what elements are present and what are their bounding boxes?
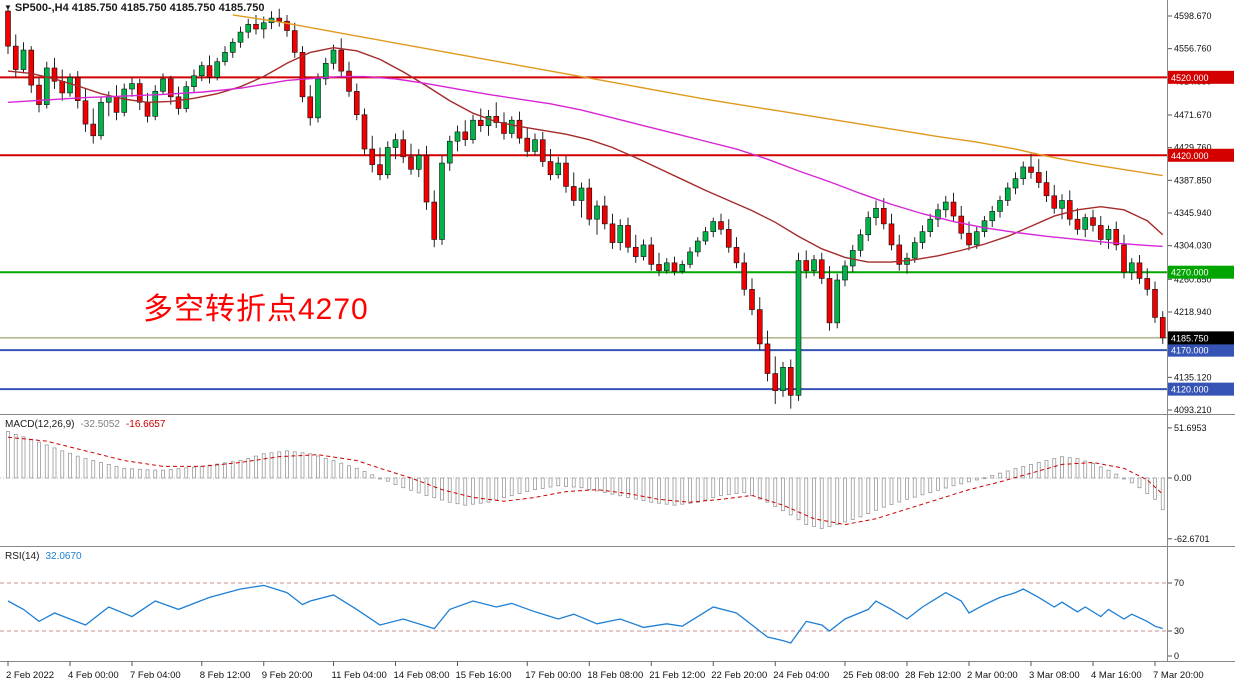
svg-text:-62.6701: -62.6701 <box>1174 534 1210 544</box>
macd-panel <box>0 431 1168 529</box>
svg-text:4093.210: 4093.210 <box>1174 405 1212 415</box>
price-level-badge: 4185.750 <box>1168 331 1234 345</box>
indicator-scales: 51.6953 0.00 -62.6701 70 30 0 <box>1168 423 1210 661</box>
svg-text:15 Feb 16:00: 15 Feb 16:00 <box>456 670 512 681</box>
panel-separators <box>0 0 1235 662</box>
svg-text:4471.670: 4471.670 <box>1174 110 1212 120</box>
svg-text:0.00: 0.00 <box>1174 473 1192 483</box>
price-level-badges: 4520.000 4420.000 4270.000 4170.000 4120.000… <box>1168 70 1234 396</box>
macd-name: MACD(12,26,9) <box>5 419 75 430</box>
price-level-badge: 4420.000 <box>1168 148 1234 162</box>
rsi-name: RSI(14) <box>5 551 40 562</box>
svg-text:70: 70 <box>1174 578 1184 588</box>
svg-text:14 Feb 08:00: 14 Feb 08:00 <box>394 670 450 681</box>
price-level-badge: 4270.000 <box>1168 265 1234 279</box>
moving-averages-layer <box>7 14 1164 263</box>
svg-text:22 Feb 20:00: 22 Feb 20:00 <box>711 670 767 681</box>
svg-text:25 Feb 08:00: 25 Feb 08:00 <box>843 670 899 681</box>
svg-text:4260.850: 4260.850 <box>1174 274 1212 284</box>
rsi-panel <box>0 582 1168 644</box>
svg-text:4387.850: 4387.850 <box>1174 175 1212 185</box>
price-level-badge: 4520.000 <box>1168 70 1234 84</box>
candles-layer <box>5 7 1166 409</box>
svg-text:4185.750: 4185.750 <box>1171 333 1209 343</box>
svg-text:2 Feb 2022: 2 Feb 2022 <box>6 670 54 681</box>
svg-text:4 Feb 00:00: 4 Feb 00:00 <box>68 670 119 681</box>
svg-text:4120.000: 4120.000 <box>1171 385 1209 395</box>
svg-text:11 Feb 04:00: 11 Feb 04:00 <box>332 670 387 681</box>
svg-text:18 Feb 08:00: 18 Feb 08:00 <box>587 670 643 681</box>
chart-title-bar: ▼ SP500-,H4 4185.750 4185.750 4185.750 41… <box>4 2 264 14</box>
svg-text:4 Mar 16:00: 4 Mar 16:00 <box>1091 670 1142 681</box>
svg-text:4345.940: 4345.940 <box>1174 208 1212 218</box>
svg-text:4218.940: 4218.940 <box>1174 307 1212 317</box>
price-level-badge: 4120.000 <box>1168 382 1234 396</box>
chart-text-annotation[interactable]: 多空转折点4270 <box>143 293 369 326</box>
price-level-badge: 4170.000 <box>1168 343 1234 357</box>
svg-text:4135.120: 4135.120 <box>1174 372 1212 382</box>
svg-text:4556.760: 4556.760 <box>1174 44 1212 54</box>
horizontal-level-lines <box>0 76 1168 391</box>
svg-text:17 Feb 00:00: 17 Feb 00:00 <box>525 670 581 681</box>
macd-value: -32.5052 <box>80 419 120 430</box>
symbol-marker-icon: ▼ <box>4 3 12 12</box>
svg-text:21 Feb 12:00: 21 Feb 12:00 <box>649 670 705 681</box>
svg-text:4429.760: 4429.760 <box>1174 143 1212 153</box>
svg-text:2 Mar 00:00: 2 Mar 00:00 <box>967 670 1018 681</box>
svg-text:30: 30 <box>1174 626 1184 636</box>
macd-indicator-label: MACD(12,26,9) -32.5052 -16.6657 <box>5 419 165 430</box>
svg-text:4598.670: 4598.670 <box>1174 11 1212 21</box>
svg-text:4170.000: 4170.000 <box>1171 346 1209 356</box>
svg-text:24 Feb 04:00: 24 Feb 04:00 <box>773 670 829 681</box>
svg-text:3 Mar 08:00: 3 Mar 08:00 <box>1029 670 1080 681</box>
macd-signal-value: -16.6657 <box>125 419 166 430</box>
svg-text:7 Mar 20:00: 7 Mar 20:00 <box>1153 670 1204 681</box>
svg-text:51.6953: 51.6953 <box>1174 423 1207 433</box>
svg-text:9 Feb 20:00: 9 Feb 20:00 <box>262 670 313 681</box>
svg-text:4270.000: 4270.000 <box>1171 268 1209 278</box>
svg-text:28 Feb 12:00: 28 Feb 12:00 <box>905 670 961 681</box>
svg-text:7 Feb 04:00: 7 Feb 04:00 <box>130 670 181 681</box>
svg-text:0: 0 <box>1174 651 1179 661</box>
rsi-indicator-label: RSI(14) 32.0670 <box>5 551 82 562</box>
svg-text:4304.030: 4304.030 <box>1174 241 1212 251</box>
rsi-value: 32.0670 <box>45 551 82 562</box>
time-scale: 2 Feb 2022 4 Feb 00:00 7 Feb 04:00 8 Feb 12… <box>6 661 1204 681</box>
svg-text:8 Feb 12:00: 8 Feb 12:00 <box>200 670 251 681</box>
svg-text:4520.000: 4520.000 <box>1171 73 1209 83</box>
svg-text:4420.000: 4420.000 <box>1171 151 1209 161</box>
symbol-title: SP500-,H4 4185.750 4185.750 4185.750 418… <box>14 2 265 14</box>
